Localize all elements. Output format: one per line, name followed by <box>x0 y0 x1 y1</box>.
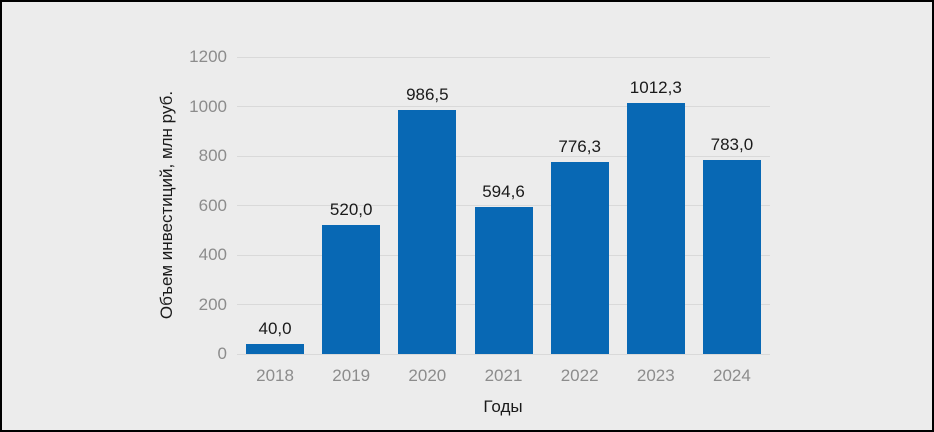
gridline-0 <box>237 353 770 355</box>
bar-2023 <box>626 103 685 354</box>
bar-2021 <box>474 206 533 354</box>
bar-2020 <box>398 109 457 354</box>
x-tick-label-2023: 2023 <box>636 366 675 385</box>
x-axis-title: Годы <box>483 397 523 416</box>
bar-2022 <box>550 161 609 354</box>
value-label-2022: 776,3 <box>558 136 601 156</box>
x-tick-label-2022: 2022 <box>560 366 599 385</box>
bar-2018 <box>246 344 305 354</box>
value-label-2020: 986,5 <box>406 84 449 104</box>
gridline-800 <box>237 155 770 157</box>
x-tick-label-2021: 2021 <box>484 366 523 385</box>
y-tick-label-600: 600 <box>198 195 227 215</box>
y-tick-label-200: 200 <box>198 294 227 314</box>
value-label-2019: 520,0 <box>329 200 373 220</box>
y-tick-label-1200: 1200 <box>189 47 227 66</box>
x-tick-label-2018: 2018 <box>256 366 294 385</box>
gridline-1000 <box>237 106 770 107</box>
value-label-2018: 40,0 <box>258 319 292 339</box>
x-tick-label-2024: 2024 <box>713 366 751 385</box>
y-tick-label-0: 0 <box>217 344 227 363</box>
gridline-1200 <box>237 56 770 58</box>
y-tick-label-400: 400 <box>198 245 227 264</box>
value-label-2021: 594,6 <box>482 181 525 201</box>
x-tick-label-2020: 2020 <box>408 366 447 385</box>
gridline-600 <box>237 205 770 206</box>
plot-area: 0 200 400 600 800 1000 1200 40,0 2018 520,0 2019 98… <box>189 48 770 385</box>
bar-2019 <box>322 225 381 354</box>
value-label-2023: 1012,3 <box>629 78 682 98</box>
x-tick-label-2019: 2019 <box>332 366 371 385</box>
value-label-2024: 783,0 <box>710 135 754 155</box>
y-tick-label-1000: 1000 <box>189 96 227 116</box>
bar-2024 <box>702 160 761 354</box>
y-tick-label-800: 800 <box>198 146 227 165</box>
